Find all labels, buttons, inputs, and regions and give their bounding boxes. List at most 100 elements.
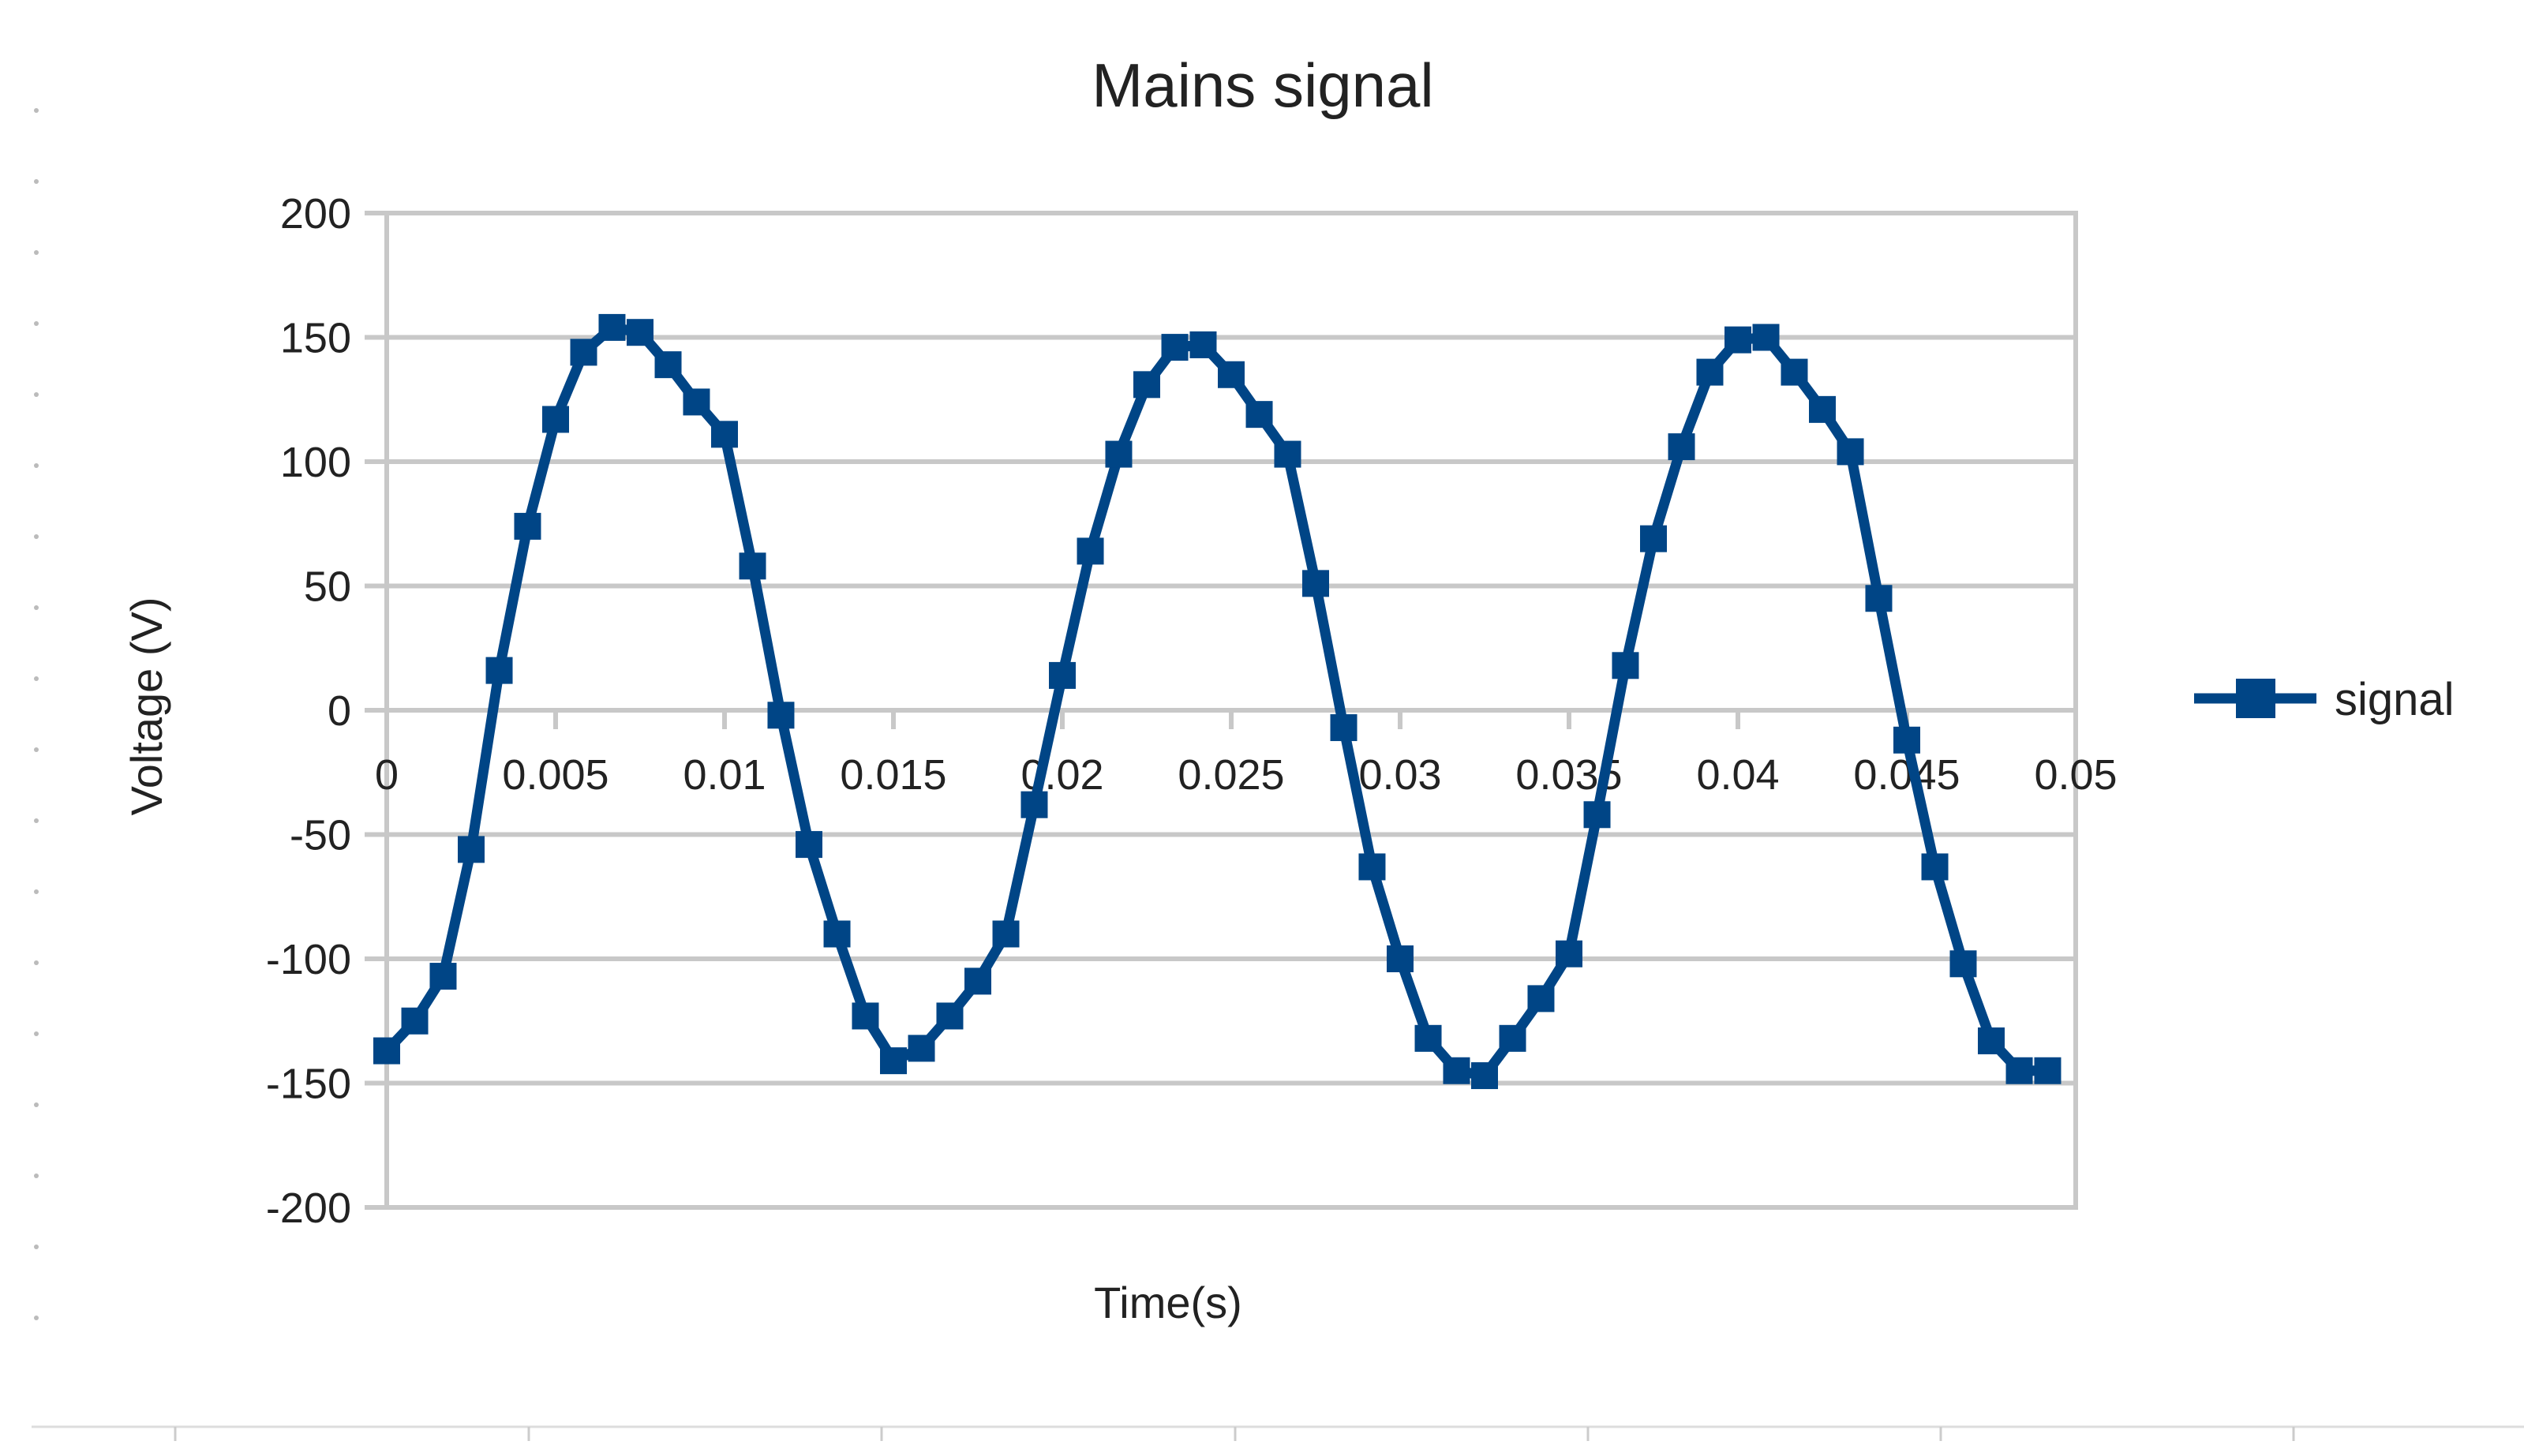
data-point-marker [1189,331,1217,358]
plot-area-frame [384,211,2078,1210]
legend: signal [2194,674,2455,725]
data-point-marker [1949,950,1977,978]
margin-dot [34,676,39,681]
margin-dot [34,1173,39,1178]
margin-dot [34,463,39,468]
data-point-marker [1443,1057,1470,1084]
margin-dot [34,605,39,610]
series-line-signal [381,322,2053,1081]
data-point-marker [598,313,626,341]
margin-dot [34,747,39,752]
data-point-marker [2005,1057,2033,1084]
margin-dot [34,108,39,113]
data-point-marker [1499,1024,1526,1052]
data-point-marker [458,836,485,863]
data-point-marker [964,968,991,995]
margin-dot [34,1102,39,1107]
margin-dot [34,818,39,823]
data-point-marker [1218,361,1245,388]
x-tick-label: 0.025 [1178,751,1284,799]
data-point-marker [1893,726,1920,754]
y-tick-label: 0 [328,687,351,735]
y-tick-label: -200 [266,1185,351,1232]
data-point-marker [1387,945,1414,972]
left-margin-dots [34,108,39,1320]
margin-dot [34,250,39,255]
data-point-marker [1358,853,1386,881]
data-point-marker [654,351,682,379]
data-point-marker [2034,1057,2062,1084]
margin-dot [34,1316,39,1320]
margin-dot [34,889,39,894]
bottom-ruler [32,1425,2524,1441]
data-point-marker [1612,652,1639,679]
data-point-marker [1865,585,1893,612]
chart-title: Mains signal [1092,51,1434,120]
data-point-marker [485,657,513,684]
data-point-marker [1724,326,1751,354]
data-point-marker [514,512,541,540]
data-point-marker [1105,440,1133,468]
data-point-marker [1921,853,1949,881]
data-point-marker [570,339,597,366]
margin-dot [34,960,39,965]
y-tick-label: -100 [266,936,351,983]
margin-dot [34,1245,39,1249]
x-axis-title: Time(s) [1094,1278,1242,1327]
y-tick-label: -50 [290,812,351,859]
margin-dot [34,534,39,539]
data-point-marker [1077,537,1104,565]
x-axis-tick-labels: 0 0.005 0.01 0.015 0.02 0.025 0.03 0.035 0.04 0.0… [375,751,2118,799]
x-tick-label: 0.05 [2034,751,2117,799]
margin-dot [34,392,39,397]
data-point-marker [936,1002,964,1030]
y-tick-label: 150 [280,315,351,362]
data-point-marker [1781,358,1808,386]
data-point-marker [627,319,653,346]
margin-dot [34,321,39,326]
data-point-marker [1752,324,1780,351]
data-point-marker [739,552,766,580]
data-point-marker [401,1007,429,1035]
data-point-marker [683,388,710,416]
data-point-marker [796,831,822,859]
data-point-marker [1245,401,1273,429]
data-point-marker [823,920,851,948]
data-point-marker [1640,525,1667,552]
data-point-marker [1668,433,1695,461]
y-axis-title: Voltage (V) [122,597,171,815]
y-axis-tick-labels: 200 150 100 50 0 -50 -100 -150 -200 [266,190,351,1232]
margin-dot [34,1031,39,1036]
data-point-marker [1049,661,1076,689]
data-point-marker [1330,714,1357,742]
data-point-marker [542,406,569,433]
legend-label-signal: signal [2335,674,2455,725]
legend-square-marker-icon [2236,679,2275,718]
data-point-marker [1837,438,1864,466]
y-tick-label: 200 [280,190,351,238]
data-point-marker [1809,395,1836,423]
y-tick-label: -150 [266,1061,351,1108]
y-tick-label: 50 [304,563,351,611]
data-point-marker [1471,1062,1498,1090]
y-tick-label: 100 [280,439,351,486]
data-point-marker [908,1035,935,1062]
data-point-marker [1696,358,1724,386]
x-tick-label: 0.015 [840,751,946,799]
data-point-marker [1414,1024,1442,1052]
data-point-marker [852,1002,879,1030]
data-point-marker [1020,791,1048,818]
data-point-marker [1274,440,1301,468]
data-point-marker [1161,334,1189,361]
x-tick-label: 0.01 [683,751,766,799]
margin-dot [34,179,39,184]
data-point-marker [992,920,1020,948]
data-point-marker [1302,570,1329,597]
data-point-marker [767,702,795,729]
x-tick-label: 0 [375,751,399,799]
data-point-marker [429,963,457,990]
data-point-marker [880,1047,907,1075]
x-tick-label: 0.03 [1358,751,1441,799]
